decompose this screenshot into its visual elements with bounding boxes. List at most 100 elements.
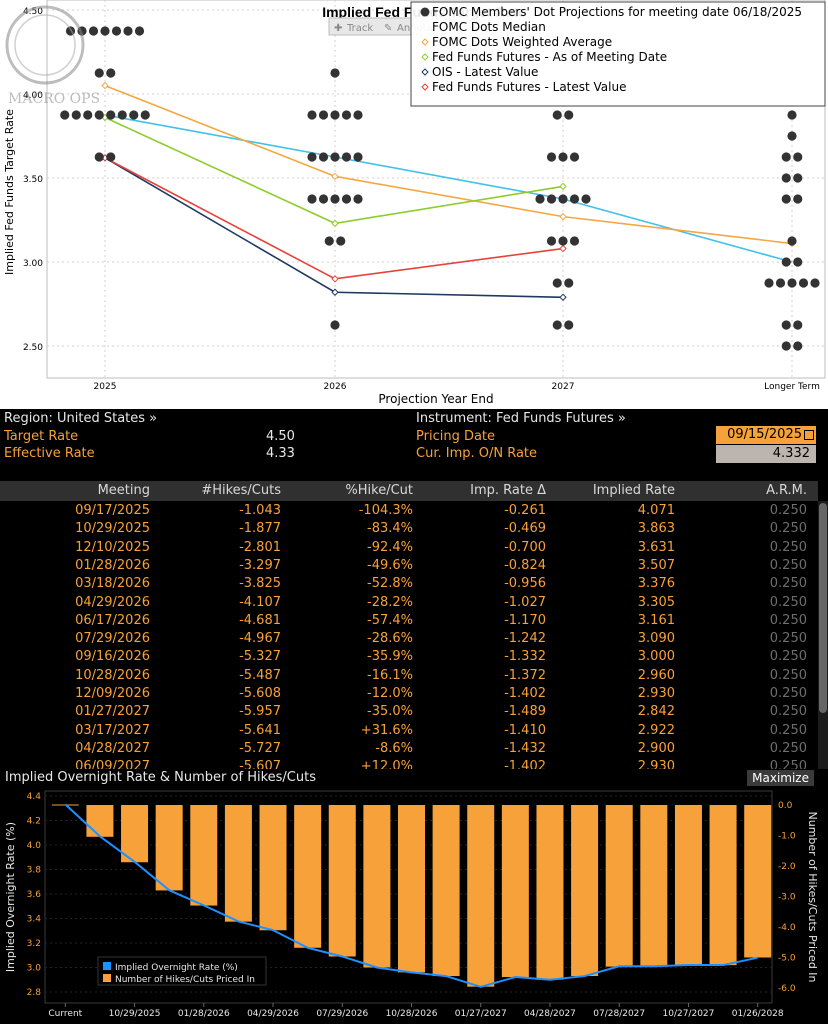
x-tick-label: 2026 [324,382,347,392]
cell-meeting: 01/28/2026 [75,557,150,573]
fomc-dot [546,236,557,246]
table-row[interactable]: 12/10/2025 -2.801 -92.4% -0.700 3.631 0.250 [0,539,818,557]
fomc-dot [341,194,352,204]
dot-plot-svg: 4.50 4.00 3.50 3.00 2.50 2025 2026 2027 Longer T… [3,0,826,406]
legend-label: OIS - Latest Value [432,65,538,79]
bottom-x-tick-label: 07/29/2026 [316,1009,368,1019]
fomc-dot [88,26,99,36]
series-point-ois [331,288,339,296]
fomc-dot [336,236,346,246]
effective-rate-value: 4.33 [266,446,295,461]
fomc-dot [353,110,363,120]
instrument-selector[interactable]: Instrument: Fed Funds Futures » [416,411,626,426]
fomc-dot [318,110,329,120]
y-tick-label: 2.50 [23,343,43,353]
cell-imp-rate-delta: -1.432 [504,740,546,756]
cell-hikes-cuts: -4.107 [239,594,281,610]
table-row[interactable]: 03/18/2026 -3.825 -52.8% -0.956 3.376 0.250 [0,575,818,593]
header-implied-rate[interactable]: Implied Rate [592,483,675,498]
fomc-dot [781,152,791,162]
legend-label-rate: Implied Overnight Rate (%) [115,963,238,973]
pricing-date-field[interactable]: 09/15/2025 [716,426,816,444]
fomc-dot [100,26,110,36]
bottom-y-right-title: Number of Hikes/Cuts Priced In [806,811,819,982]
table-scrollbar-thumb[interactable] [819,503,827,713]
table-row[interactable]: 01/27/2027 -5.957 -35.0% -1.489 2.842 0.250 [0,703,818,721]
header-arm[interactable]: A.R.M. [766,483,807,498]
fomc-dot [106,152,116,162]
hikes-cuts-bar [397,805,426,973]
table-row[interactable]: 10/29/2025 -1.877 -83.4% -0.469 3.863 0.250 [0,520,818,538]
header-hikes-cuts[interactable]: #Hikes/Cuts [201,483,281,498]
x-tick-label: 2025 [94,382,117,392]
cell-imp-rate-delta: -1.402 [504,686,546,701]
fomc-dot [318,194,329,204]
hikes-cuts-bar [328,805,356,957]
cell-hikes-cuts: -5.641 [239,722,281,738]
bottom-y-left-tick: 2.8 [27,988,42,998]
fomc-dot [781,257,791,267]
bottom-legend: Implied Overnight Rate (%) Number of Hik… [97,956,267,986]
region-selector[interactable]: Region: United States » [4,411,158,426]
track-button[interactable]: ✚ Track [334,23,373,34]
cell-arm: 0.250 [769,576,807,592]
fomc-dot [546,194,557,204]
fomc-dot [117,110,127,120]
table-row[interactable]: 01/28/2026 -3.297 -49.6% -0.824 3.507 0.250 [0,557,818,575]
fomc-dot [781,194,791,204]
fomc-dot [123,26,133,36]
fomc-dot [94,68,104,78]
bottom-x-tick-label: 01/26/2028 [732,1009,784,1019]
hikes-cuts-bar [536,805,564,980]
fomc-dot [564,320,574,330]
table-row[interactable]: 04/28/2027 -5.727 -8.6% -1.432 2.900 0.250 [0,740,818,758]
fomc-dot [581,194,591,204]
legend-label-hikes: Number of Hikes/Cuts Priced In [115,975,255,985]
hikes-cuts-bar [501,805,529,978]
cell-meeting: 01/27/2027 [75,704,150,720]
y-tick-label: 4.00 [23,91,43,101]
fomc-dot [810,278,820,288]
cell-pct-hike-cut: +31.6% [360,722,413,738]
y-tick-label: 3.00 [23,259,43,269]
table-row[interactable]: 07/29/2026 -4.967 -28.6% -1.242 3.090 0.250 [0,630,818,648]
table-row[interactable]: 06/17/2026 -4.681 -57.4% -1.170 3.161 0.250 [0,612,818,630]
legend-label: Fed Funds Futures - As of Meeting Date [432,50,667,64]
table-row[interactable]: 09/17/2025 -1.043 -104.3% -0.261 4.071 0.250 [0,502,818,520]
hikes-cuts-bar [121,805,149,863]
legend-swatch-rate [103,962,111,970]
cell-arm: 0.250 [769,740,807,756]
cell-hikes-cuts: -1.877 [239,521,281,537]
header-imp-rate-delta[interactable]: Imp. Rate Δ [470,483,546,498]
fomc-dot [353,194,363,204]
bottom-x-tick-label: 10/28/2026 [386,1009,438,1019]
series-point-ff_meeting [331,219,339,228]
cell-hikes-cuts: -2.801 [239,539,281,555]
cell-meeting: 09/16/2026 [75,649,150,665]
cell-meeting: 04/28/2027 [75,740,150,756]
table-row[interactable]: 12/09/2026 -5.608 -12.0% -1.402 2.930 0.250 [0,685,818,703]
fomc-dot [564,278,574,288]
header-meeting[interactable]: Meeting [97,483,150,498]
table-row[interactable]: 03/17/2027 -5.641 +31.6% -1.410 2.922 0.250 [0,722,818,740]
fomc-dot [552,278,562,288]
table-row[interactable]: 09/16/2026 -5.327 -35.9% -1.332 3.000 0.250 [0,648,818,666]
maximize-button[interactable]: Maximize [747,770,814,786]
series-line-weighted [104,84,793,245]
legend-marker [421,38,429,46]
y-tick-label: 3.50 [23,175,43,185]
fomc-dot [569,152,580,162]
header-pct-hike-cut[interactable]: %Hike/Cut [345,483,413,498]
fomc-dot [134,26,145,36]
cell-arm: 0.250 [769,503,807,518]
track-icon: ✚ [334,23,342,34]
fomc-dot [83,110,93,120]
table-row[interactable]: 04/29/2026 -4.107 -28.2% -1.027 3.305 0.250 [0,594,818,612]
cell-implied-rate: 3.090 [637,631,675,647]
cell-pct-hike-cut: -35.9% [367,649,413,665]
calendar-icon[interactable] [804,430,814,440]
cell-arm: 0.250 [769,594,807,610]
cell-hikes-cuts: -3.297 [239,557,281,573]
dot-plot-chart: 4.50 4.00 3.50 3.00 2.50 2025 2026 2027 Longer T… [0,0,828,409]
table-row[interactable]: 10/28/2026 -5.487 -16.1% -1.372 2.960 0.250 [0,667,818,685]
